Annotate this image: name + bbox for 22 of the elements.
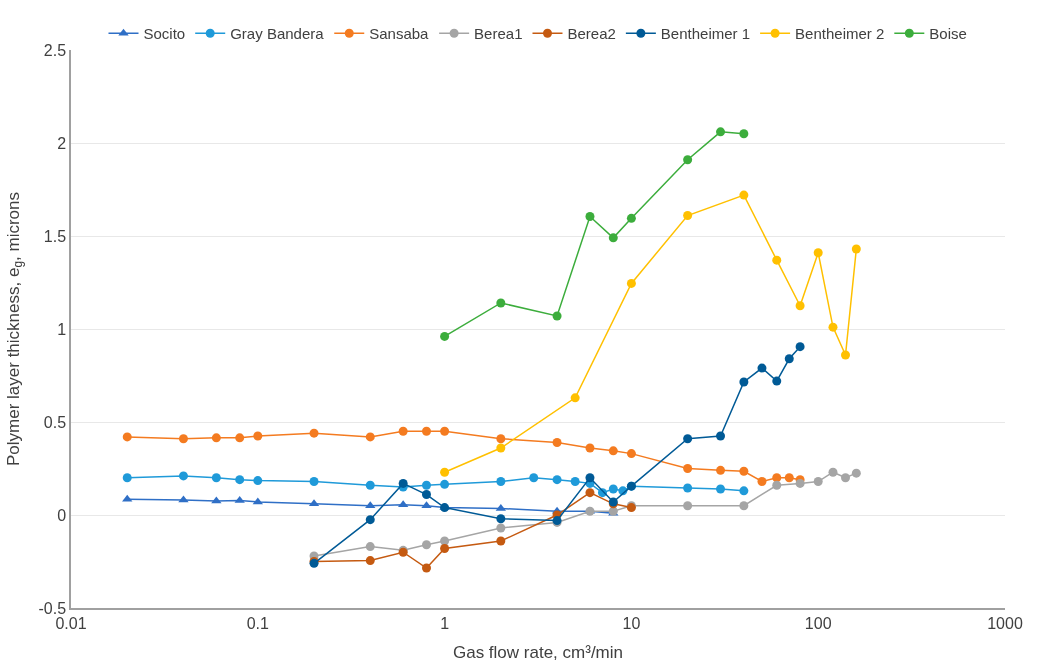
x-tick-label: 0.01 bbox=[55, 614, 87, 632]
x-tick-label: 100 bbox=[804, 614, 832, 632]
legend-label: Bentheimer 2 bbox=[795, 25, 885, 43]
x-tick-label: 1 bbox=[440, 614, 450, 632]
x-tick-label: 0.1 bbox=[246, 614, 270, 632]
x-tick-label: 10 bbox=[622, 614, 641, 632]
y-tick-label: -0.5 bbox=[38, 599, 67, 617]
y-tick-label: 1.5 bbox=[43, 227, 67, 245]
legend-label: Sansaba bbox=[369, 25, 430, 43]
legend-label: Gray Bandera bbox=[230, 25, 325, 43]
y-tick-label: 1 bbox=[57, 320, 67, 338]
y-tick-label: 2.5 bbox=[43, 41, 67, 59]
legend-label: Socito bbox=[143, 25, 186, 43]
legend-label: Bentheimer 1 bbox=[660, 25, 751, 43]
legend-label: Boise bbox=[929, 25, 967, 43]
y-tick-label: 0.5 bbox=[43, 413, 67, 431]
x-tick-label: 1000 bbox=[987, 614, 1023, 632]
y-tick-label: 2 bbox=[57, 134, 67, 152]
y-tick-label: 0 bbox=[57, 506, 67, 524]
legend-label: Berea2 bbox=[567, 25, 616, 43]
x-axis-title: Gas flow rate, cm³/min bbox=[452, 642, 624, 662]
legend-label: Berea1 bbox=[474, 25, 523, 43]
